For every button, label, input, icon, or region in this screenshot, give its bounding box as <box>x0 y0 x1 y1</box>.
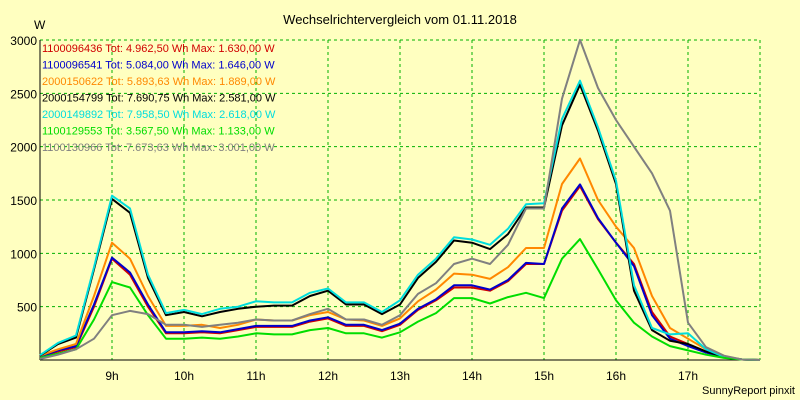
y-tick-label: 2500 <box>10 87 37 101</box>
x-axis-ticks: 9h 10h 11h 12h 13h 14h 15h 16h 17h <box>105 369 698 383</box>
series-line-5 <box>39 79 761 361</box>
x-tick-label: 14h <box>462 369 482 383</box>
legend: 1100096436 Tot: 4.962,50 Wh Max: 1.630,0… <box>42 43 276 154</box>
x-tick-label: 10h <box>174 369 194 383</box>
y-axis-ticks: 500 1000 1500 2000 2500 3000 <box>10 34 37 315</box>
y-tick-label: 500 <box>17 301 37 315</box>
x-tick-label: 9h <box>105 369 118 383</box>
legend-entry-2: 1100096541 Tot: 5.084,00 Wh Max: 1.646,0… <box>42 60 275 72</box>
legend-entry-1: 1100096436 Tot: 4.962,50 Wh Max: 1.630,0… <box>42 43 275 55</box>
series-line-7 <box>39 38 761 361</box>
legend-entry-3: 2000150622 Tot: 5.893,63 Wh Max: 1.889,0… <box>42 76 276 88</box>
legend-entry-5: 2000149892 Tot: 7.958,50 Wh Max: 2.618,0… <box>42 109 276 121</box>
x-tick-label: 13h <box>390 369 410 383</box>
series-lines <box>39 38 761 361</box>
y-tick-label: 3000 <box>10 34 37 48</box>
x-tick-label: 16h <box>606 369 626 383</box>
series-line-2 <box>39 183 761 361</box>
y-tick-label: 1500 <box>10 194 37 208</box>
chart-title-group: Wechselrichtervergleich vom 01.11.2018 W <box>34 12 517 32</box>
chart-title: Wechselrichtervergleich vom 01.11.2018 <box>283 12 517 27</box>
x-tick-label: 11h <box>246 369 265 383</box>
legend-entry-4: 2000154799 Tot: 7.690,75 Wh Max: 2.581,0… <box>42 93 276 105</box>
x-tick-label: 17h <box>678 369 698 383</box>
y-tick-label: 2000 <box>10 141 37 155</box>
legend-entry-7: 1100130966 Tot: 7.673,63 Wh Max: 3.001,0… <box>42 142 275 154</box>
footer-credit: SunnyReport pinxit <box>702 385 795 397</box>
y-tick-label: 1000 <box>10 247 37 261</box>
legend-entry-6: 1100129553 Tot: 3.567,50 Wh Max: 1.133,0… <box>42 126 275 138</box>
series-line-3 <box>39 157 761 361</box>
series-line-6 <box>39 238 761 361</box>
x-tick-label: 15h <box>534 369 554 383</box>
x-tick-label: 12h <box>318 369 338 383</box>
y-axis-unit-label: W <box>34 18 46 32</box>
series-line-4 <box>39 83 761 361</box>
